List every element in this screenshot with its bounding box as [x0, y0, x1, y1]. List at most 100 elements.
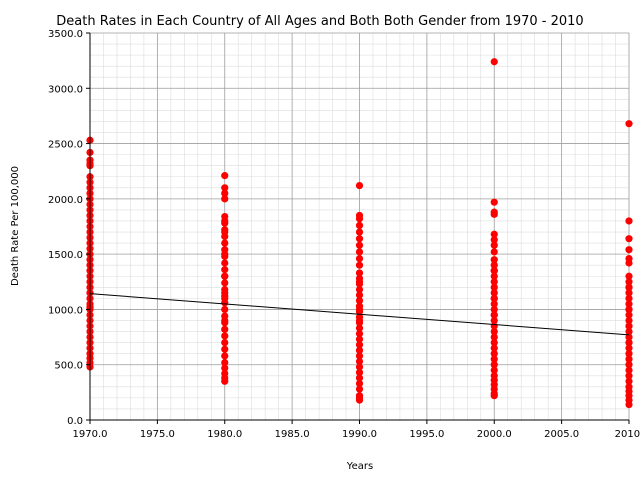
data-point: [355, 291, 364, 299]
data-point: [625, 372, 633, 380]
data-point: [221, 266, 229, 274]
data-point: [490, 372, 498, 380]
x-axis-label: Years: [346, 461, 373, 472]
data-point: [625, 366, 633, 374]
data-point: [490, 261, 498, 269]
x-tick-label: 1975.0: [140, 429, 175, 440]
data-point: [221, 272, 229, 280]
y-axis-label: Death Rate Per 100,000: [10, 166, 21, 286]
data-point: [355, 228, 364, 236]
data-point: [625, 272, 633, 280]
data-point: [221, 195, 229, 203]
data-point: [221, 352, 229, 360]
data-point: [355, 296, 364, 305]
data-point: [355, 221, 364, 229]
data-point: [625, 361, 633, 369]
data-point: [490, 305, 498, 314]
data-point: [490, 339, 498, 347]
y-tick-label: 1500.0: [48, 250, 83, 261]
x-tick-label: 2005.0: [544, 429, 579, 440]
data-point: [355, 285, 364, 294]
axes: [86, 32, 630, 424]
data-point: [221, 332, 229, 340]
data-point: [355, 324, 364, 332]
y-tick-labels: 0.0 500.0 1000.0 1500.0 2000.0 2500.0 3000.0 35…: [48, 29, 83, 427]
data-point: [355, 335, 364, 343]
data-point: [490, 289, 498, 297]
data-point: [625, 289, 633, 297]
data-point: [221, 239, 229, 247]
data-point: [490, 283, 498, 291]
data-point: [490, 248, 498, 256]
data-point: [221, 217, 229, 225]
data-point: [490, 333, 498, 341]
data-point: [221, 316, 229, 325]
y-tick-label: 3500.0: [48, 29, 83, 40]
data-point: [490, 278, 498, 286]
data-point: [355, 211, 364, 220]
data-point: [355, 269, 364, 277]
x-tick-label: 1980.0: [207, 429, 242, 440]
data-point: [625, 283, 633, 291]
data-point: [625, 305, 633, 314]
data-point: [490, 198, 498, 206]
data-point: [625, 217, 633, 225]
data-point: [355, 368, 364, 377]
data-point: [355, 235, 364, 243]
data-point: [221, 369, 229, 378]
x-tick-label: 1985.0: [275, 429, 310, 440]
data-point: [221, 228, 229, 236]
data-point: [221, 358, 229, 367]
x-tick-label: 2010.: [615, 429, 640, 440]
data-point: [355, 352, 364, 360]
x-tick-label: 1970.0: [73, 429, 108, 440]
data-point: [355, 385, 364, 393]
data-point: [221, 259, 229, 267]
data-point: [221, 289, 229, 297]
data-point: [221, 305, 229, 314]
y-tick-label: 0.0: [67, 416, 83, 427]
trend-line: [89, 293, 630, 336]
data-point: [355, 248, 364, 256]
data-point: [625, 316, 633, 325]
x-tick-labels: 1970.0 1975.0 1980.0 1985.0 1990.0 1995.0 2000…: [73, 429, 640, 440]
data-point: [490, 344, 498, 352]
data-point: [625, 327, 633, 336]
data-point: [490, 230, 498, 238]
data-point: [625, 322, 633, 330]
y-tick-label: 500.0: [54, 361, 83, 372]
x-tick-label: 2000.0: [477, 429, 512, 440]
data-point: [355, 374, 364, 382]
data-point: [490, 316, 498, 325]
data-point: [355, 379, 364, 388]
data-point: [625, 311, 633, 319]
data-point: [355, 316, 364, 325]
data-point: [355, 305, 364, 314]
data-point: [490, 241, 498, 249]
data-point: [490, 311, 498, 319]
data-point: [490, 208, 498, 216]
data-point: [625, 350, 633, 358]
data-point: [490, 58, 498, 66]
data-point: [490, 327, 498, 336]
data-point: [625, 254, 633, 263]
data-point: [355, 363, 364, 371]
data-point: [355, 346, 364, 354]
data-point: [221, 250, 229, 258]
data-point: [625, 278, 633, 286]
data-point: [625, 377, 633, 385]
data-point: [355, 330, 364, 338]
data-point: [221, 325, 229, 333]
data-point: [355, 341, 364, 349]
y-tick-label: 1000.0: [48, 305, 83, 316]
data-point: [625, 339, 633, 347]
y-tick-label: 3000.0: [48, 84, 83, 95]
data-point: [221, 172, 229, 180]
data-point: [221, 294, 229, 302]
data-point: [625, 300, 633, 308]
data-point: [490, 267, 498, 275]
data-point: [625, 294, 633, 302]
data-point: [490, 366, 498, 374]
data-point: [221, 189, 229, 197]
data-point: [490, 355, 498, 363]
